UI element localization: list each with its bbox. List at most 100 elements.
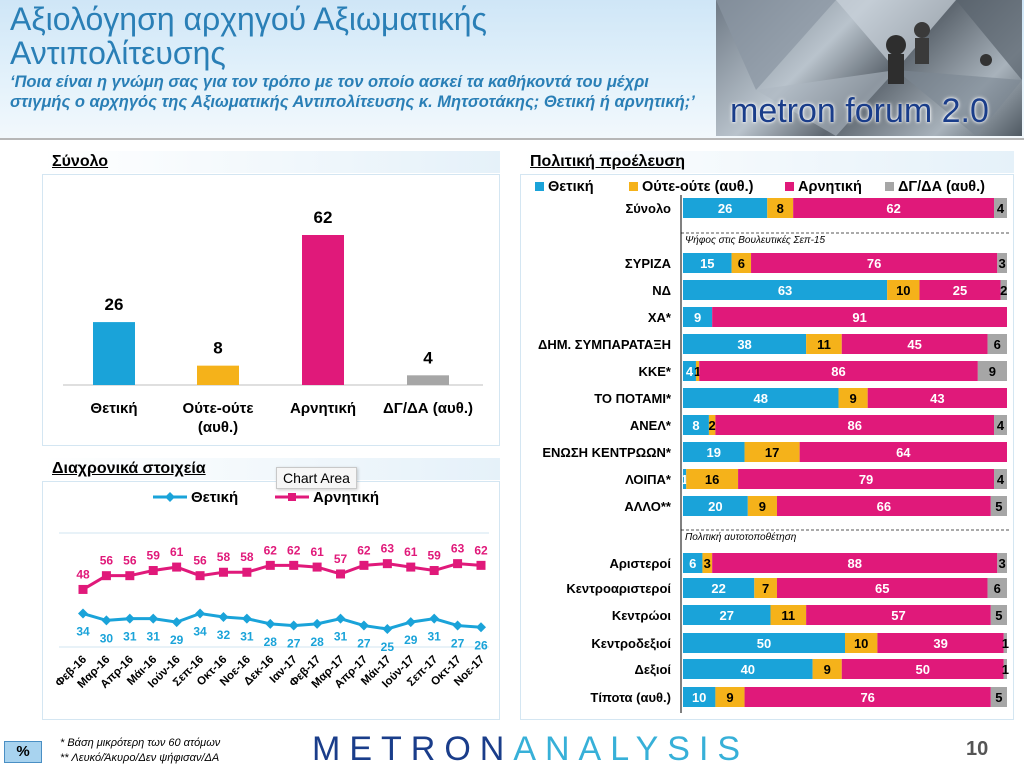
- trend-data-label: 31: [147, 630, 161, 644]
- trend-data-label: 29: [170, 633, 184, 647]
- trend-data-label: 48: [76, 567, 90, 581]
- political-bar-value: 86: [831, 364, 845, 379]
- political-bar-value: 63: [778, 283, 792, 298]
- trend-point: [453, 559, 463, 569]
- political-row-label: ΑΛΛΟ**: [624, 499, 672, 514]
- political-bar-segment: [712, 553, 998, 573]
- section-title-total: Σύνολο: [42, 151, 500, 173]
- trend-point: [241, 613, 252, 624]
- political-bar-segment: [767, 198, 794, 218]
- footnote-small-base: * Βάση μικρότερη των 60 ατόμων: [60, 737, 221, 749]
- trend-point: [289, 560, 299, 570]
- political-bar-value: 10: [692, 690, 706, 705]
- political-bar-segment: [731, 253, 752, 273]
- trend-point: [101, 615, 112, 626]
- political-bar-value: 4: [997, 418, 1005, 433]
- political-bar-value: 43: [930, 391, 944, 406]
- political-bar-segment: [715, 687, 745, 707]
- political-bar-segment: [841, 334, 988, 354]
- trend-data-label: 31: [240, 630, 254, 644]
- political-bar-segment: [776, 578, 988, 598]
- political-bar-value: 3: [999, 556, 1006, 571]
- trend-data-label: 31: [123, 630, 137, 644]
- political-bar-value: 26: [718, 201, 732, 216]
- percent-badge: %: [4, 741, 42, 763]
- trend-data-label: 29: [404, 633, 418, 647]
- trend-point: [288, 620, 299, 631]
- political-bar-segment: [812, 659, 842, 679]
- political-bar-segment: [793, 198, 995, 218]
- political-row-label: ΕΝΩΣΗ ΚΕΝΤΡΩΩΝ*: [542, 445, 672, 460]
- trend-point: [171, 617, 182, 628]
- political-bar-value: 62: [886, 201, 900, 216]
- trend-data-label: 34: [193, 625, 207, 639]
- political-row-label: ΛΟΙΠΑ*: [625, 472, 672, 487]
- political-row-label: Αριστεροί: [609, 556, 671, 571]
- political-bar-value: 45: [907, 337, 921, 352]
- trend-series-line: [82, 611, 482, 631]
- political-bar-segment: [754, 578, 777, 598]
- trend-point: [218, 611, 229, 622]
- political-bar-segment: [683, 415, 709, 435]
- trend-point: [125, 571, 135, 581]
- political-bar-value: 6: [689, 556, 696, 571]
- trend-legend-marker: [165, 492, 175, 502]
- total-bar: [407, 375, 449, 385]
- metron-forum-logo: metron forum 2.0: [716, 0, 1022, 136]
- political-bar-segment: [977, 361, 1007, 381]
- political-bar-segment: [683, 307, 713, 327]
- political-bar-value: 2: [1000, 283, 1007, 298]
- trend-point: [195, 571, 205, 581]
- trend-series-line: [82, 562, 482, 591]
- trend-data-label: 61: [404, 545, 418, 559]
- political-bar-segment: [919, 280, 1001, 300]
- political-bar-segment: [683, 553, 703, 573]
- political-bar-segment: [877, 633, 1004, 653]
- political-bar-value: 8: [777, 201, 784, 216]
- political-bar-value: 19: [707, 445, 721, 460]
- trend-data-label: 62: [474, 543, 488, 557]
- trend-data-label: 31: [427, 630, 441, 644]
- trend-point: [148, 613, 159, 624]
- political-row-label: Κεντροαριστεροί: [566, 581, 671, 596]
- trend-point: [429, 566, 439, 576]
- political-bar-value: 65: [875, 581, 889, 596]
- political-bar-value: 10: [896, 283, 910, 298]
- political-bar-segment: [683, 280, 888, 300]
- political-bar-value: 8: [692, 418, 699, 433]
- political-bar-segment: [744, 687, 991, 707]
- political-bar-value: 6: [738, 256, 745, 271]
- political-bar-value: 4: [997, 472, 1005, 487]
- political-bar-value: 1: [694, 364, 701, 379]
- political-bar-segment: [708, 415, 716, 435]
- political-bar-segment: [987, 334, 1007, 354]
- brand-analysis: ANALYSIS: [513, 730, 750, 768]
- trend-legend-marker: [288, 493, 296, 501]
- political-bar-value: 6: [994, 337, 1001, 352]
- trend-data-label: 58: [240, 550, 254, 564]
- political-bar-value: 91: [852, 310, 866, 325]
- political-row-label: ΤΟ ΠΟΤΑΜΙ*: [594, 391, 672, 406]
- political-bar-segment: [751, 253, 998, 273]
- total-bar: [93, 322, 135, 385]
- political-bar-segment: [683, 334, 807, 354]
- political-bar-segment: [997, 553, 1007, 573]
- total-bar-chart: 26 Θετική 8 Ούτε-ούτε (αυθ.) 62 Αρνητική 4 ΔΓ/ΔΑ…: [63, 208, 483, 436]
- political-legend-swatch: [885, 182, 894, 191]
- political-bar-segment: [1003, 633, 1007, 653]
- logo-background-pattern: [716, 0, 1022, 136]
- political-bar-value: 2: [709, 418, 716, 433]
- political-row-label: Σύνολο: [625, 201, 671, 216]
- political-bar-segment: [744, 442, 800, 462]
- trend-point: [312, 562, 322, 572]
- political-bar-segment: [990, 496, 1007, 516]
- political-bar-value: 76: [867, 256, 881, 271]
- trend-data-label: 56: [100, 554, 114, 568]
- chart-area-tooltip: Chart Area: [276, 467, 357, 489]
- political-bar-value: 88: [847, 556, 861, 571]
- footnote-other: ** Λευκό/Άκυρο/Δεν ψήφισαν/ΔΑ: [60, 752, 220, 764]
- trend-data-label: 58: [217, 550, 231, 564]
- trend-data-label: 61: [170, 545, 184, 559]
- total-bar-value: 26: [105, 295, 124, 314]
- trend-legend-label: Θετική: [191, 489, 238, 506]
